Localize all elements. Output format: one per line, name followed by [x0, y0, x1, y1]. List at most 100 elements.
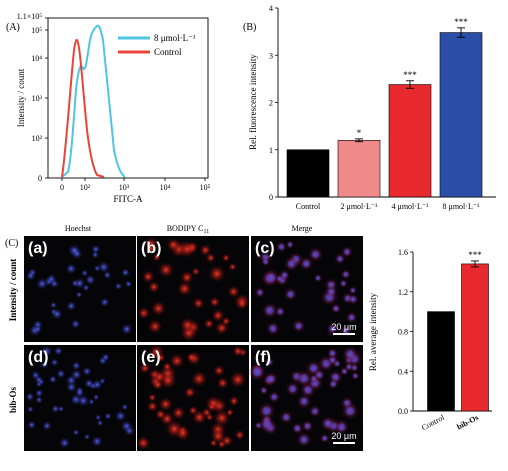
cell — [141, 270, 155, 284]
series-8umol-curve — [61, 24, 126, 178]
cell — [146, 400, 159, 413]
cell — [71, 248, 83, 260]
bar-0 — [427, 311, 455, 412]
nucleus — [316, 276, 321, 281]
a-xtick-3: 10⁴ — [160, 183, 171, 192]
micrograph-tile-0: (a) — [24, 236, 136, 342]
cell — [37, 378, 45, 386]
bar-1 — [461, 263, 489, 412]
legend-label-8umol: 8 μmol·L⁻¹ — [154, 33, 196, 43]
cell — [70, 319, 81, 329]
cell — [211, 309, 225, 323]
ytick-label: 4 — [269, 4, 273, 13]
panel-c-chart: 0.0 0.4 0.8 1.2 1.6 Control *** bib-Os Rel. av… — [368, 248, 492, 432]
panel-b-label: (B) — [243, 22, 256, 33]
nucleus — [343, 328, 349, 334]
nucleus — [304, 423, 311, 429]
cell — [75, 388, 85, 398]
nucleus — [351, 288, 355, 293]
cell — [31, 370, 41, 380]
significance-1: *** — [468, 250, 482, 260]
a-ytick-2: 10³ — [32, 94, 43, 103]
tile-label: (a) — [28, 240, 48, 257]
panel-c-micrographs: (C) Hoechst BODIPY C11 Merge Intensity /… — [5, 224, 363, 451]
cell — [237, 299, 247, 309]
cell — [184, 386, 196, 399]
nucleus — [333, 306, 339, 311]
nucleus — [277, 309, 283, 315]
cell — [65, 263, 77, 275]
significance-2: *** — [403, 70, 417, 80]
ytick-label: 3 — [269, 51, 273, 60]
cell — [97, 261, 110, 273]
series-control-curve — [61, 39, 105, 178]
cell — [229, 371, 247, 388]
cell — [166, 237, 181, 252]
row-label-1: Intensity / count — [8, 259, 18, 322]
nucleus — [289, 385, 296, 393]
nucleus — [261, 388, 266, 393]
cell — [221, 253, 231, 263]
cell — [25, 271, 36, 281]
nucleus — [346, 350, 354, 358]
cell — [162, 361, 172, 372]
nucleus — [312, 251, 319, 258]
a-ytick-5: 1.1×10⁵ — [17, 12, 43, 21]
cell — [121, 323, 133, 335]
cell — [42, 421, 52, 431]
nucleus — [288, 260, 295, 268]
cell — [150, 300, 166, 316]
cell — [191, 267, 200, 276]
ytick-label: 0.4 — [398, 367, 408, 376]
cell — [201, 407, 212, 418]
nucleus — [278, 244, 284, 250]
cell — [71, 279, 79, 288]
nucleus — [271, 394, 277, 400]
micrograph-tile-2: (c) 20 μm — [251, 236, 363, 342]
nucleus — [253, 368, 262, 377]
xtick-label-1: 2 μmol·L⁻¹ — [341, 202, 379, 211]
cell — [92, 393, 100, 401]
cell — [27, 405, 34, 413]
b-yticks: 0 1 2 3 4 — [269, 4, 278, 202]
cell — [153, 370, 167, 384]
cell — [203, 318, 215, 329]
nucleus — [329, 326, 336, 332]
nucleus — [341, 281, 346, 286]
cell — [51, 404, 60, 414]
cell — [71, 369, 82, 380]
cell — [136, 435, 151, 451]
nucleus — [267, 375, 275, 383]
cell — [228, 262, 237, 271]
ytick-label: 0 — [269, 193, 273, 202]
nucleus — [352, 365, 357, 370]
cell — [96, 419, 104, 427]
micrograph-tile-5: (f) 20 μm — [248, 345, 363, 451]
col-header-bodipy: BODIPY C11 — [167, 224, 210, 235]
nucleus — [269, 325, 277, 332]
nucleus — [263, 259, 268, 264]
ytick-label: 0.0 — [398, 407, 408, 416]
col-header-merge: Merge — [292, 224, 313, 233]
nucleus — [283, 414, 290, 421]
xtick-label-0: Control — [296, 202, 321, 211]
nucleus — [267, 273, 276, 282]
nucleus — [343, 272, 349, 277]
a-ylabel: Intensity / count — [16, 68, 26, 127]
cell — [209, 296, 221, 308]
cell — [234, 429, 245, 441]
cell — [171, 405, 186, 420]
cell — [155, 352, 166, 363]
bar-0 — [286, 149, 330, 198]
cell — [40, 360, 49, 369]
cell — [34, 325, 42, 333]
cell — [148, 393, 157, 402]
cell — [155, 408, 167, 420]
c-ylabel: Rel. average intensity — [368, 292, 378, 371]
cell — [114, 410, 127, 422]
cell — [46, 273, 57, 285]
significance-1: * — [357, 128, 362, 138]
tile-label: (d) — [28, 349, 48, 366]
nucleus — [324, 420, 332, 428]
